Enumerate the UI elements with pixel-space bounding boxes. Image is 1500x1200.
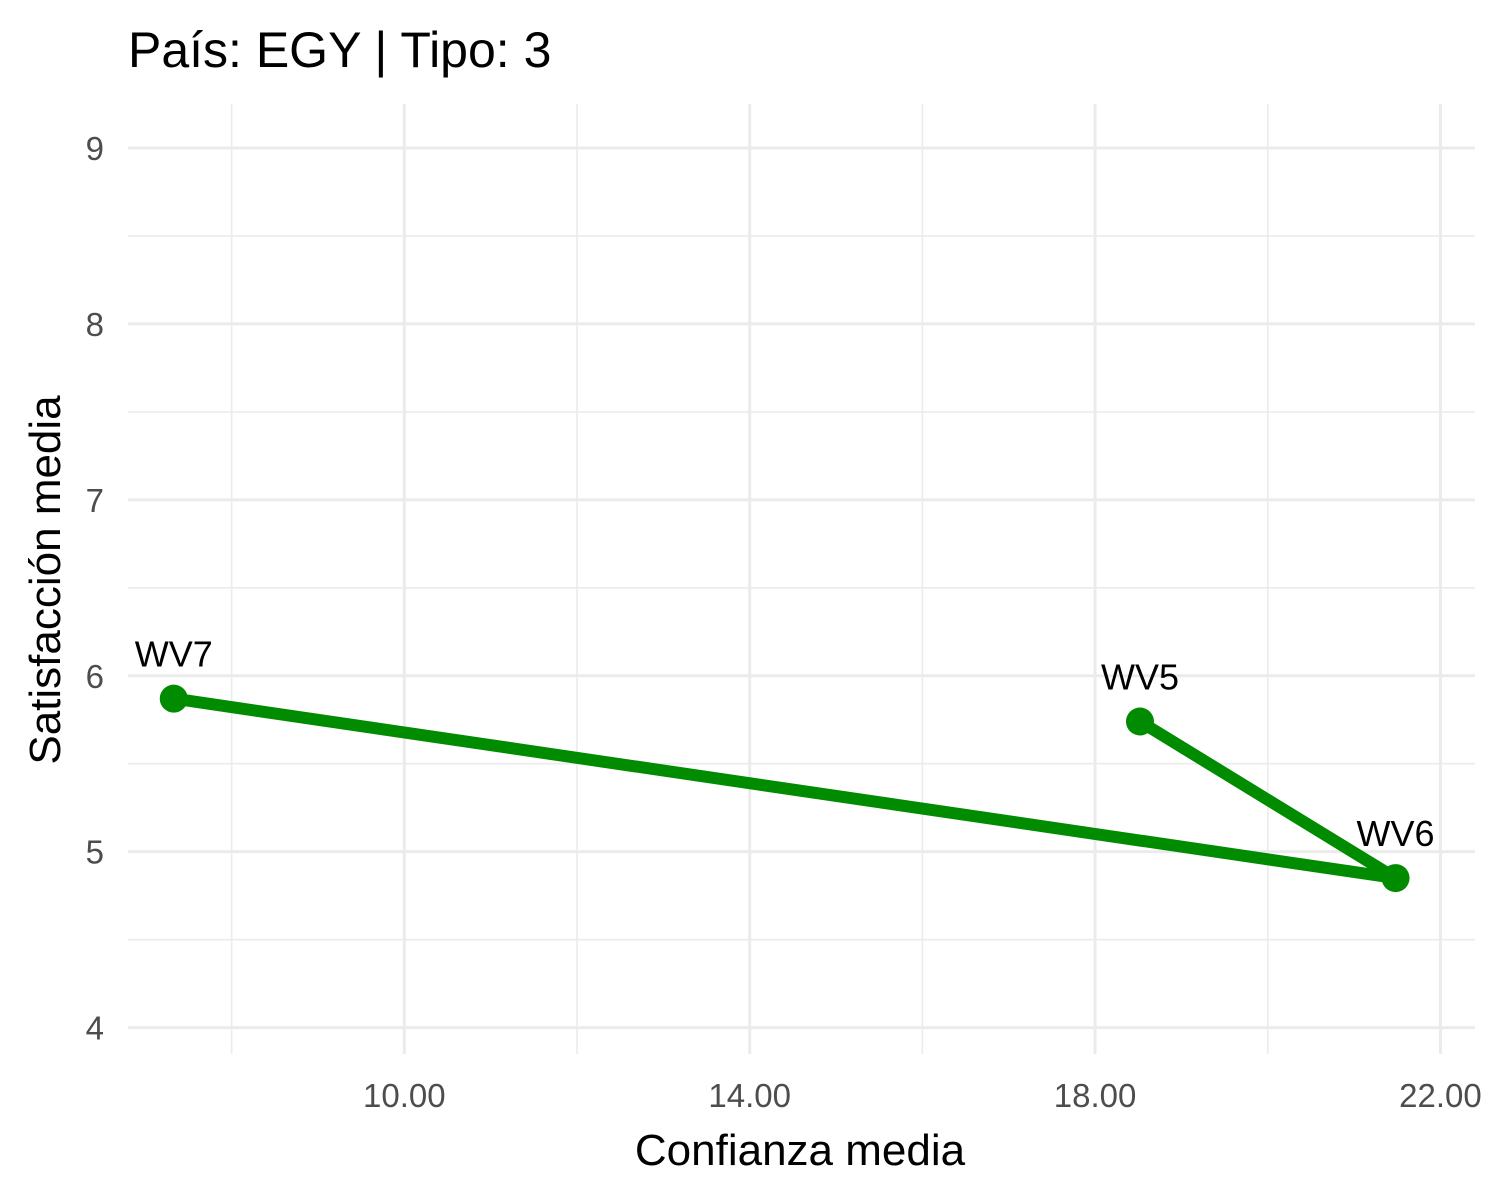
chart-title: País: EGY | Tipo: 3 [128,22,551,78]
data-label: WV5 [1101,657,1179,698]
y-tick-label: 9 [86,130,104,167]
x-tick-label: 22.00 [1399,1077,1482,1114]
point-labels: WV5 WV6 WV7 [135,634,1435,854]
x-axis-ticks: 10.00 14.00 18.00 22.00 [363,1077,1482,1114]
y-tick-label: 4 [86,1010,104,1047]
x-tick-label: 10.00 [363,1077,446,1114]
y-tick-label: 5 [86,834,104,871]
y-tick-label: 6 [86,658,104,695]
data-point [159,684,188,713]
x-tick-label: 14.00 [708,1077,791,1114]
x-tick-label: 18.00 [1054,1077,1137,1114]
grid [128,104,1475,1054]
data-label: WV7 [135,634,213,675]
series [159,684,1410,893]
y-tick-label: 7 [86,482,104,519]
data-point [1125,707,1154,736]
x-axis-title: Confianza media [635,1126,966,1175]
y-axis-title: Satisfacción media [21,395,70,765]
data-point [1381,864,1410,893]
data-label: WV6 [1357,813,1435,854]
y-tick-label: 8 [86,306,104,343]
y-axis-ticks: 4 5 6 7 8 9 [86,130,104,1047]
